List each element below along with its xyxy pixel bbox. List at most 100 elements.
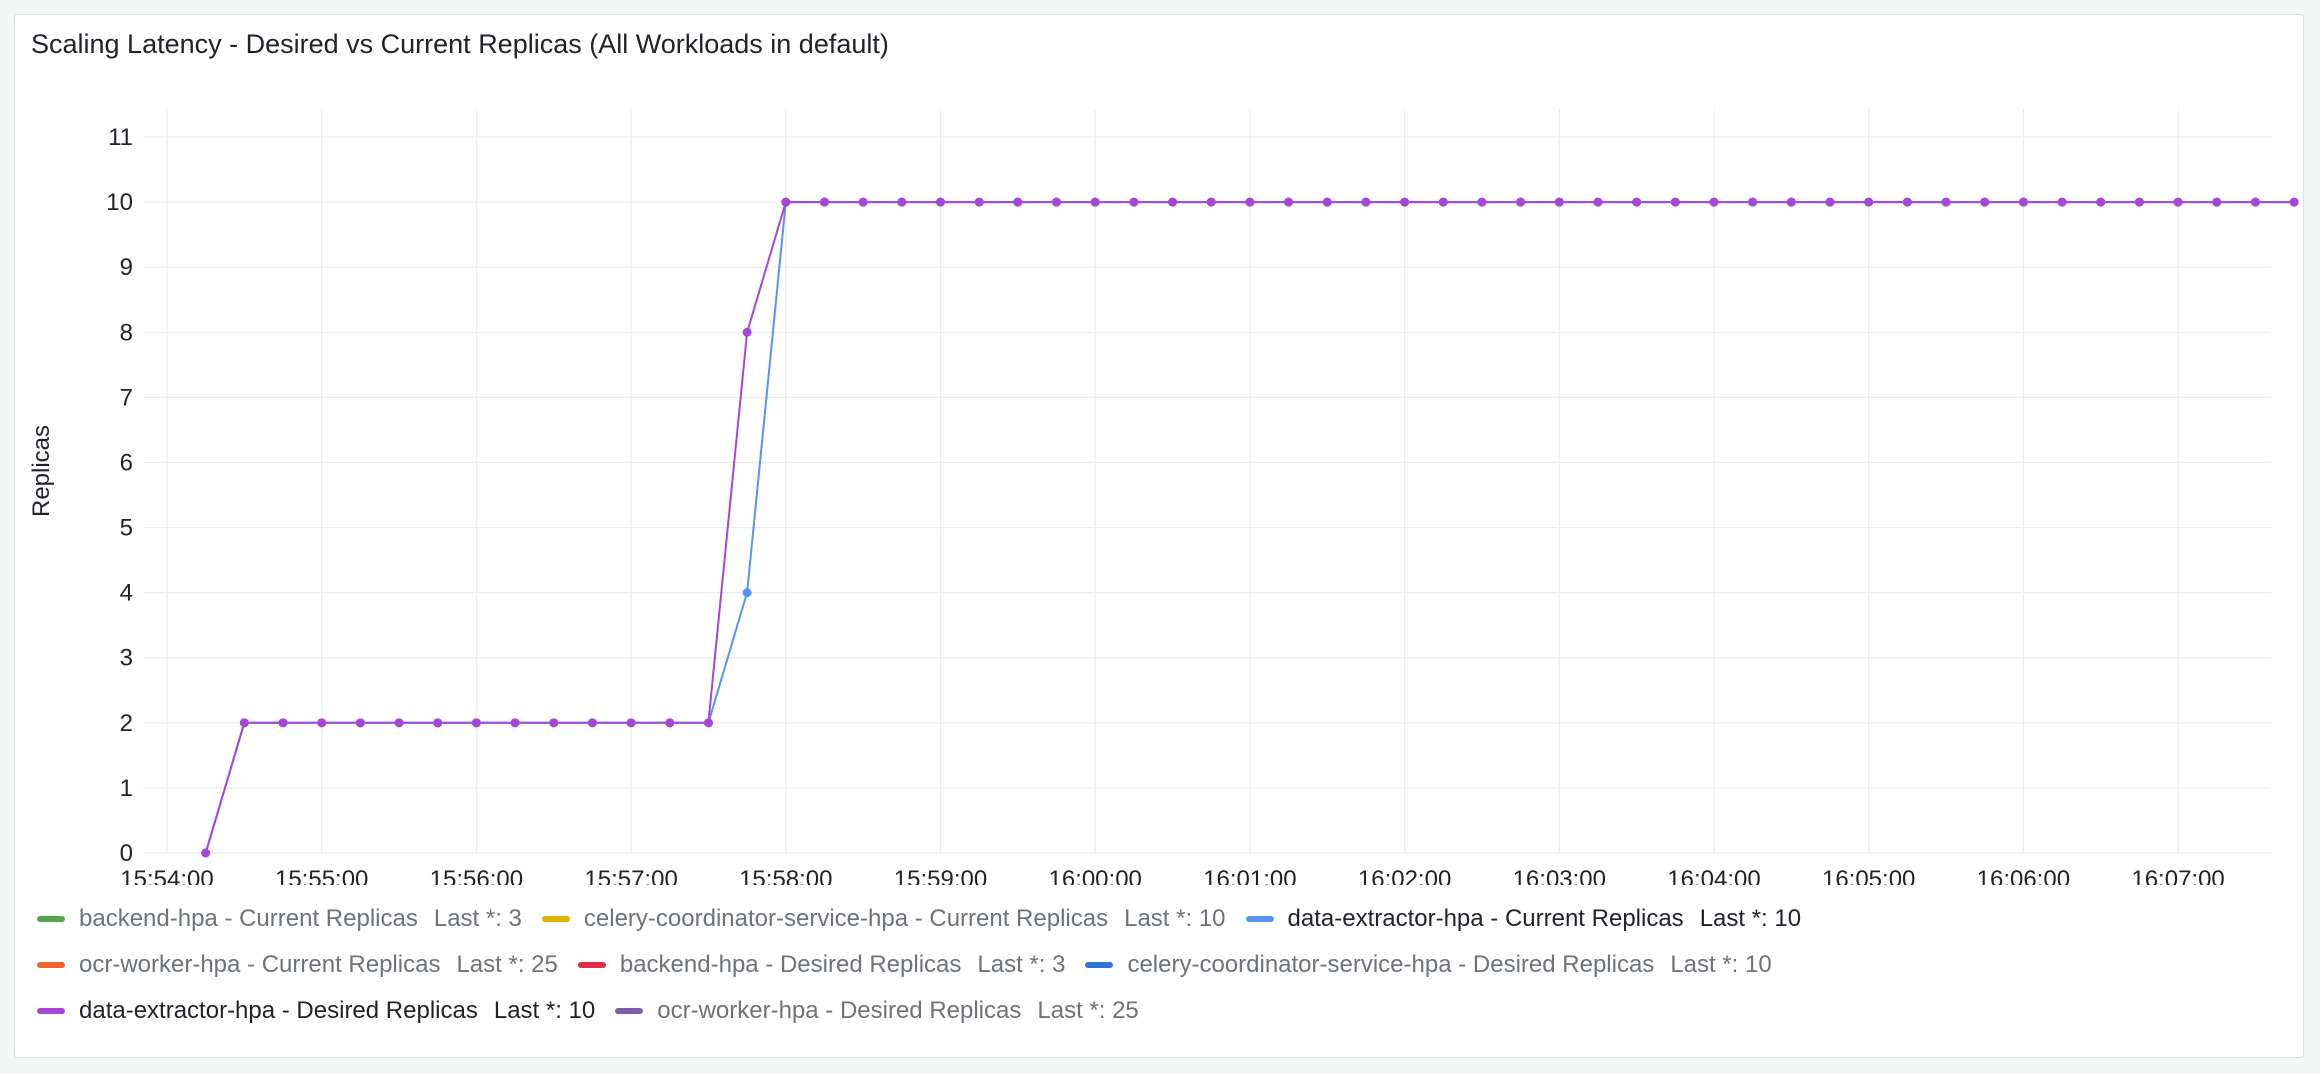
data-point	[2018, 197, 2028, 207]
data-point	[1516, 197, 1526, 207]
y-tick-label: 9	[120, 254, 133, 281]
data-point	[1593, 197, 1603, 207]
legend-series-name: data-extractor-hpa - Current Replicas	[1287, 905, 1684, 932]
data-point	[1052, 197, 1062, 207]
legend-color-swatch	[37, 916, 65, 922]
y-tick-label: 6	[120, 449, 133, 476]
data-point	[2173, 197, 2183, 207]
data-point	[1322, 197, 1332, 207]
data-point	[1864, 197, 1874, 207]
data-point	[1206, 197, 1216, 207]
data-point	[239, 718, 249, 728]
y-tick-label: 7	[120, 384, 133, 411]
data-point	[2096, 197, 2106, 207]
legend-item[interactable]: backend-hpa - Desired Replicas Last *: 3	[577, 949, 1066, 981]
legend-last-value: Last *: 3	[977, 951, 1066, 978]
data-point	[317, 718, 327, 728]
series-points	[201, 197, 2299, 858]
data-point	[819, 197, 829, 207]
legend-item[interactable]: data-extractor-hpa - Current Replicas Las…	[1245, 903, 1802, 935]
data-point	[742, 588, 752, 598]
y-tick-label: 3	[120, 645, 133, 672]
legend-last-value: Last *: 3	[433, 905, 522, 932]
legend-last-value: Last *: 10	[1699, 905, 1802, 932]
data-point	[1670, 197, 1680, 207]
y-tick-label: 8	[120, 319, 133, 346]
legend-color-swatch	[577, 962, 606, 968]
data-point	[1090, 197, 1100, 207]
y-tick-label: 0	[120, 840, 133, 867]
data-point	[549, 718, 559, 728]
x-tick-label: 15:59:00	[894, 866, 987, 885]
data-point	[394, 718, 404, 728]
data-point	[1245, 197, 1255, 207]
data-point	[1284, 197, 1294, 207]
legend-color-swatch	[541, 916, 570, 922]
legend-color-swatch	[37, 962, 65, 968]
x-tick-label: 15:54:00	[120, 866, 213, 885]
legend-last-value: Last *: 25	[1037, 997, 1139, 1024]
x-tick-label: 15:55:00	[275, 866, 368, 885]
data-point	[587, 718, 597, 728]
data-point	[665, 718, 675, 728]
data-point	[471, 718, 481, 728]
data-point	[897, 197, 907, 207]
legend-series-name: backend-hpa - Current Replicas	[79, 905, 418, 932]
legend-item[interactable]: ocr-worker-hpa - Desired Replicas Last *:…	[615, 995, 1139, 1027]
chart-panel: Scaling Latency - Desired vs Current Rep…	[14, 14, 2304, 1058]
legend-item[interactable]: celery-coordinator-service-hpa - Desired…	[1085, 949, 1772, 981]
data-point	[1438, 197, 1448, 207]
x-tick-label: 15:56:00	[430, 866, 523, 885]
legend-item[interactable]: backend-hpa - Current Replicas Last *: 3	[37, 903, 522, 935]
data-point	[1400, 197, 1410, 207]
data-point	[510, 718, 520, 728]
data-point	[2057, 197, 2067, 207]
x-tick-label: 16:04:00	[1667, 866, 1760, 885]
legend-series-name: backend-hpa - Desired Replicas	[619, 951, 962, 978]
legend-color-swatch	[1085, 962, 1114, 968]
x-tick-label: 16:02:00	[1358, 866, 1451, 885]
x-tick-label: 15:57:00	[584, 866, 677, 885]
legend: backend-hpa - Current Replicas Last *: 3 c…	[37, 903, 2287, 1027]
data-point	[781, 197, 791, 207]
legend-item[interactable]: ocr-worker-hpa - Current Replicas Last *:…	[37, 949, 558, 981]
legend-series-name: celery-coordinator-service-hpa - Desired…	[1127, 951, 1655, 978]
data-point	[355, 718, 365, 728]
x-tick-label: 16:01:00	[1203, 866, 1296, 885]
data-point	[974, 197, 984, 207]
data-point	[1361, 197, 1371, 207]
data-point	[1709, 197, 1719, 207]
y-tick-label: 2	[120, 710, 133, 737]
legend-color-swatch	[37, 1008, 65, 1014]
y-tick-label: 5	[120, 515, 133, 542]
x-tick-label: 15:58:00	[739, 866, 832, 885]
data-point	[1902, 197, 1912, 207]
data-point	[433, 718, 443, 728]
data-point	[2289, 197, 2299, 207]
data-point	[1825, 197, 1835, 207]
data-point	[1980, 197, 1990, 207]
data-point	[626, 718, 636, 728]
data-point	[703, 718, 713, 728]
legend-last-value: Last *: 10	[1670, 951, 1772, 978]
legend-color-swatch	[1245, 916, 1274, 922]
y-tick-label: 1	[120, 775, 133, 802]
x-axis-ticks: 15:54:00 15:55:00 15:56:00 15:57:00 15:58:00…	[120, 866, 2225, 885]
data-point	[1477, 197, 1487, 207]
legend-item[interactable]: data-extractor-hpa - Desired Replicas Las…	[37, 995, 595, 1027]
x-tick-label: 16:07:00	[2131, 866, 2224, 885]
x-tick-label: 16:05:00	[1822, 866, 1915, 885]
legend-last-value: Last *: 10	[1124, 905, 1226, 932]
legend-color-swatch	[615, 1008, 644, 1014]
legend-last-value: Last *: 10	[493, 997, 596, 1024]
data-point	[1748, 197, 1758, 207]
data-point	[201, 848, 211, 858]
x-tick-label: 16:00:00	[1048, 866, 1141, 885]
data-point	[1632, 197, 1642, 207]
legend-series-name: ocr-worker-hpa - Desired Replicas	[657, 997, 1022, 1024]
data-point	[858, 197, 868, 207]
data-point	[2134, 197, 2144, 207]
legend-item[interactable]: celery-coordinator-service-hpa - Current…	[541, 903, 1226, 935]
grid-lines	[143, 109, 2271, 854]
legend-series-name: celery-coordinator-service-hpa - Current…	[583, 905, 1109, 932]
